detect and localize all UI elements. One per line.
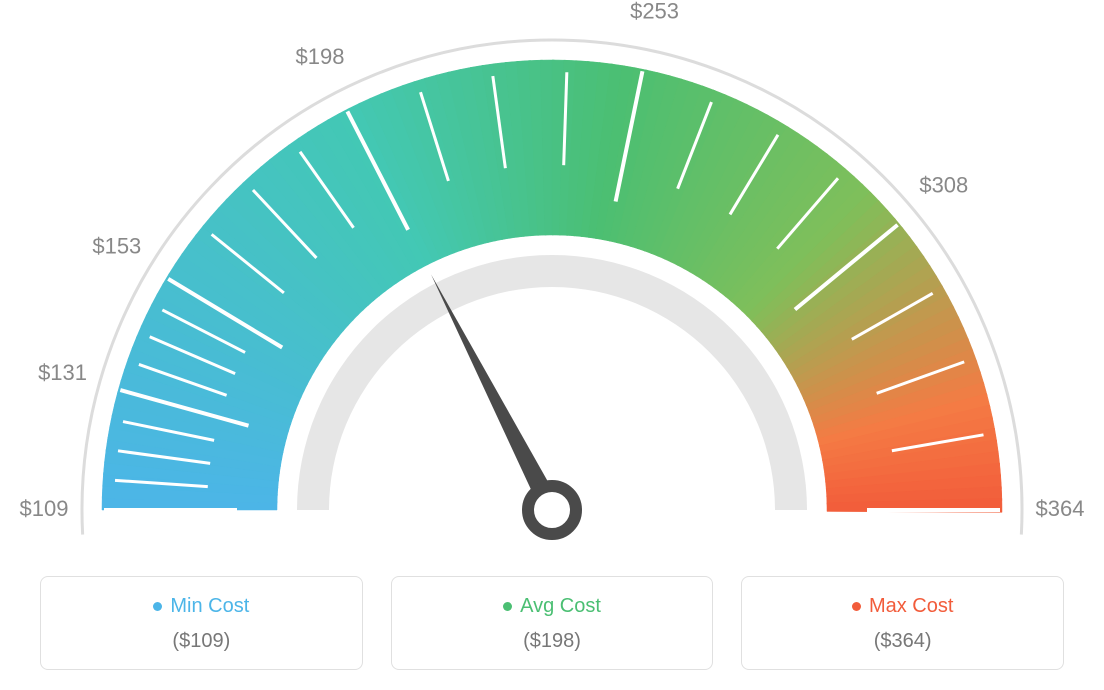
legend-label-max: Max Cost: [869, 595, 953, 618]
legend-row: Min Cost ($109) Avg Cost ($198) Max Cost…: [0, 576, 1104, 670]
gauge-svg: $109 $131 $153 $198 $253 $308 $364: [0, 0, 1104, 560]
legend-card-avg: Avg Cost ($198): [391, 576, 714, 670]
svg-text:$153: $153: [92, 234, 141, 259]
legend-value-min: ($109): [51, 630, 352, 653]
legend-value-avg: ($198): [402, 630, 703, 653]
svg-text:$198: $198: [296, 44, 345, 69]
legend-dot-icon: [852, 602, 861, 611]
gauge-chart: $109 $131 $153 $198 $253 $308 $364: [0, 0, 1104, 560]
svg-text:$253: $253: [630, 0, 679, 23]
legend-title-max: Max Cost: [852, 595, 953, 618]
legend-card-max: Max Cost ($364): [741, 576, 1064, 670]
svg-text:$308: $308: [919, 172, 968, 197]
legend-card-min: Min Cost ($109): [40, 576, 363, 670]
legend-title-avg: Avg Cost: [503, 595, 601, 618]
svg-text:$131: $131: [38, 360, 87, 385]
legend-label-avg: Avg Cost: [520, 595, 601, 618]
svg-text:$109: $109: [20, 496, 69, 521]
legend-title-min: Min Cost: [153, 595, 249, 618]
legend-value-max: ($364): [752, 630, 1053, 653]
svg-text:$364: $364: [1036, 496, 1085, 521]
legend-label-min: Min Cost: [170, 595, 249, 618]
legend-dot-icon: [153, 602, 162, 611]
legend-dot-icon: [503, 602, 512, 611]
